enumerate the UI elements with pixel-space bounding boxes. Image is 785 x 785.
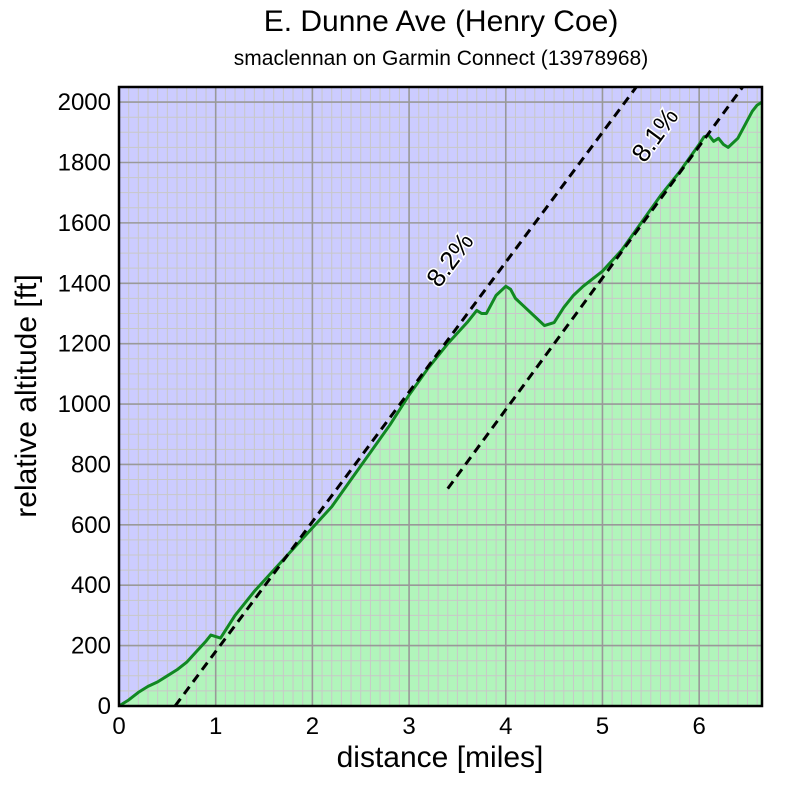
x-tick-label: 0 xyxy=(112,713,125,740)
axis-ticks: 0 1 2 3 4 5 6 0 200 400 600 800 1000 1200 1400 1600 1800… xyxy=(58,89,706,740)
y-tick-label: 1400 xyxy=(58,270,111,297)
y-tick-label: 0 xyxy=(98,693,111,720)
x-tick-label: 5 xyxy=(596,713,609,740)
y-tick-label: 600 xyxy=(71,512,111,539)
y-tick-label: 400 xyxy=(71,572,111,599)
slope-line-2 xyxy=(446,87,744,490)
y-axis-label: relative altitude [ft] xyxy=(10,274,43,517)
x-tick-label: 6 xyxy=(692,713,705,740)
y-tick-label: 1000 xyxy=(58,391,111,418)
y-tick-label: 1800 xyxy=(58,149,111,176)
slope-line-1 xyxy=(173,87,638,706)
x-axis-label: distance [miles] xyxy=(337,741,544,774)
y-tick-label: 800 xyxy=(71,451,111,478)
y-tick-label: 2000 xyxy=(58,89,111,116)
y-tick-label: 1200 xyxy=(58,331,111,358)
x-tick-label: 2 xyxy=(306,713,319,740)
plot-frame xyxy=(117,85,764,708)
x-tick-label: 3 xyxy=(402,713,415,740)
chart-title: E. Dunne Ave (Henry Coe) xyxy=(264,5,619,38)
x-tick-label: 4 xyxy=(499,713,512,740)
y-tick-label: 200 xyxy=(71,633,111,660)
y-tick-label: 1600 xyxy=(58,210,111,237)
chart-subtitle: smaclennan on Garmin Connect (13978968) xyxy=(234,47,648,70)
x-tick-label: 1 xyxy=(209,713,222,740)
slope-lines xyxy=(173,87,744,706)
